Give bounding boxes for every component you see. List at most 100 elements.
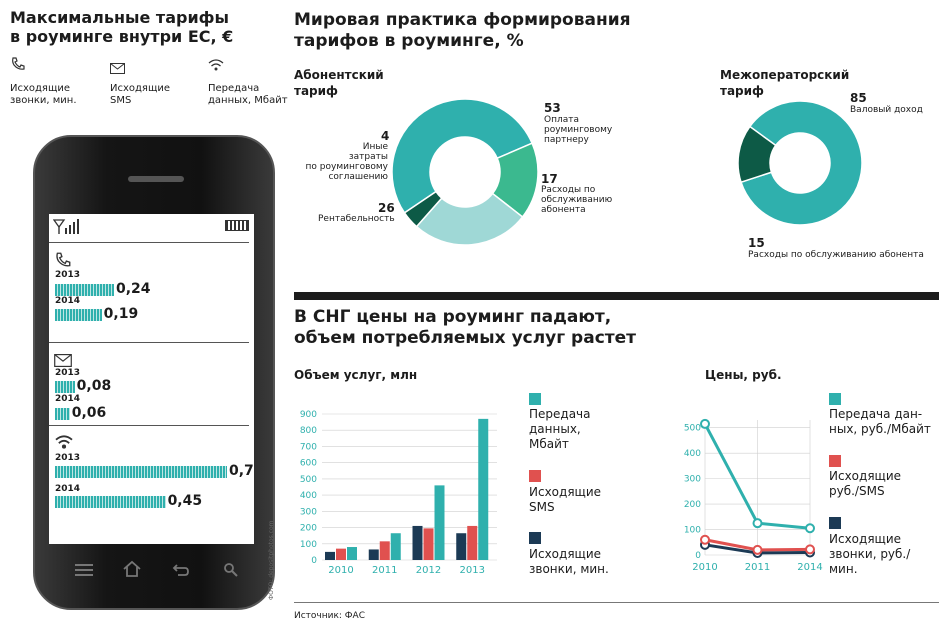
legend-swatch xyxy=(529,393,541,405)
photo-credit: ФОТО: depositphotos.com xyxy=(268,520,275,600)
x-tick-label: 2011 xyxy=(745,562,770,573)
data-point xyxy=(752,544,763,555)
volume-chart-title: Объем услуг, млн xyxy=(294,368,418,382)
world-title: Мировая практика формирования тарифов в р… xyxy=(294,10,631,51)
y-tick-label: 300 xyxy=(684,475,701,485)
envelope-icon xyxy=(54,352,72,371)
y-tick-label: 500 xyxy=(300,475,317,485)
donut-slice xyxy=(391,98,534,214)
donut-value: 53 xyxy=(544,101,561,115)
subscriber-donut xyxy=(391,98,539,246)
donut-value: 4 xyxy=(381,129,390,143)
legend-swatch xyxy=(829,393,841,405)
price-line-chart: 0 100 200 300 400 500 2010 2011 2014 xyxy=(684,418,823,573)
divider xyxy=(49,342,249,343)
data-point xyxy=(805,544,815,555)
legend-swatch xyxy=(529,470,541,482)
price-chart-title: Цены, руб. xyxy=(705,368,782,382)
y-tick-label: 100 xyxy=(684,526,701,536)
data-point xyxy=(752,518,763,529)
interoperator-donut xyxy=(737,100,863,226)
bar xyxy=(336,548,346,560)
donut-slice xyxy=(403,190,443,228)
legend-label: Передача данных, Мбайт xyxy=(529,407,591,451)
bar xyxy=(412,525,423,560)
bar xyxy=(379,541,390,560)
wifi-icon xyxy=(208,57,224,76)
x-tick-label: 2013 xyxy=(460,565,485,576)
footer-rule xyxy=(294,602,939,603)
eu-bar xyxy=(55,466,227,478)
eu-bar xyxy=(55,496,166,508)
menu-icon xyxy=(75,564,93,576)
x-tick-label: 2014 xyxy=(797,562,822,573)
phone-speaker xyxy=(128,176,184,182)
year-label: 2013 xyxy=(55,453,81,463)
eu-value: 0,7 xyxy=(229,463,254,479)
back-icon xyxy=(172,562,190,581)
eu-value: 0,06 xyxy=(71,405,107,421)
eu-value: 0,19 xyxy=(103,306,139,322)
eu-bar xyxy=(55,408,70,420)
eu-bar xyxy=(55,381,75,393)
y-tick-label: 600 xyxy=(300,459,317,469)
data-point xyxy=(700,418,710,429)
divider xyxy=(49,242,249,243)
donut-slice xyxy=(415,192,524,246)
eu-value: 0,24 xyxy=(115,281,151,297)
donut-value: 15 xyxy=(748,236,765,250)
donut-value: 85 xyxy=(850,91,867,105)
eu-value: 0,45 xyxy=(167,493,203,509)
phone-icon xyxy=(10,56,26,76)
bar xyxy=(347,547,357,560)
volume-bar-chart: 0 100 200 300 400 500 600 700 800 900 2010 2011 2012… xyxy=(300,410,497,576)
y-tick-label: 100 xyxy=(300,540,317,550)
eu-title: Максимальные тарифы в роуминге внутри ЕС,… xyxy=(10,8,234,46)
year-label: 2014 xyxy=(55,394,81,404)
legend-swatch xyxy=(829,517,841,529)
y-tick-label: 400 xyxy=(300,491,317,501)
legend-label: Исходящие звонки, руб./мин. xyxy=(829,532,911,576)
donut-label: Валовый доход xyxy=(850,105,923,115)
bar xyxy=(478,418,489,560)
donut-slice xyxy=(737,125,777,184)
legend-label: Исходящие SMS xyxy=(529,485,602,514)
signal-icon xyxy=(52,218,79,238)
category-calls: Исходящие звонки, мин. xyxy=(10,83,77,106)
donut-label: Рентабельность xyxy=(318,214,395,224)
eu-bar xyxy=(55,309,102,321)
y-tick-label: 200 xyxy=(684,500,701,510)
battery-icon xyxy=(225,220,249,231)
bar xyxy=(325,551,335,560)
year-label: 2013 xyxy=(55,270,81,280)
y-tick-label: 700 xyxy=(300,442,317,452)
legend-swatch xyxy=(529,532,541,544)
bar xyxy=(390,533,401,560)
y-tick-label: 0 xyxy=(695,551,701,561)
source-note: Источник: ФАС xyxy=(294,611,365,621)
x-tick-label: 2011 xyxy=(372,565,397,576)
eu-bar xyxy=(55,284,114,296)
legend-label: Исходящие звонки, мин. xyxy=(529,547,609,576)
y-tick-label: 400 xyxy=(684,449,701,459)
bar xyxy=(467,525,478,560)
subscriber-tariff-title: Абонентский тариф xyxy=(294,68,384,98)
year-label: 2014 xyxy=(55,296,81,306)
x-tick-label: 2010 xyxy=(692,562,717,573)
section-rule xyxy=(294,292,939,300)
data-point xyxy=(700,534,710,545)
category-data: Передача данных, Мбайт xyxy=(208,83,288,106)
donut-value: 17 xyxy=(541,172,558,186)
phone-screen: 2013 0,24 2014 0,19 2013 0,08 2014 0,06 … xyxy=(49,214,254,544)
legend-label: Исходящие руб./SMS xyxy=(829,469,902,498)
bar xyxy=(368,549,379,560)
home-icon xyxy=(122,560,142,582)
donut-label: Расходы по обслуживанию абонента xyxy=(541,185,613,215)
search-icon xyxy=(223,562,238,581)
y-tick-label: 500 xyxy=(684,424,701,434)
bar xyxy=(423,528,434,560)
wifi-icon xyxy=(54,434,74,454)
year-label: 2014 xyxy=(55,484,81,494)
category-sms: Исходящие SMS xyxy=(110,83,171,106)
x-tick-label: 2010 xyxy=(328,565,353,576)
